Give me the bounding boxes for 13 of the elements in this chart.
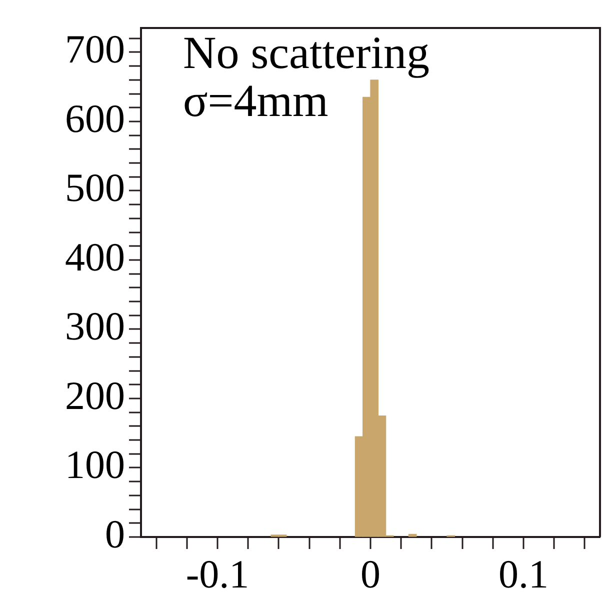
y-tick-label: 100 (65, 442, 125, 488)
y-tick-label: 200 (65, 372, 125, 418)
x-tick-label: -0.1 (186, 552, 250, 596)
y-tick-label: 700 (65, 26, 125, 72)
annotation: No scattering (183, 27, 430, 78)
y-tick-label: 300 (65, 304, 125, 349)
x-tick-label: 0 (360, 552, 380, 596)
y-tick-label: 400 (65, 234, 125, 280)
x-tick-label: 0.1 (498, 552, 548, 596)
y-tick-label: 600 (65, 96, 125, 141)
annotation: σ=4mm (183, 75, 329, 126)
y-tick-label: 500 (65, 165, 125, 210)
y-tick-label: 0 (105, 512, 125, 556)
